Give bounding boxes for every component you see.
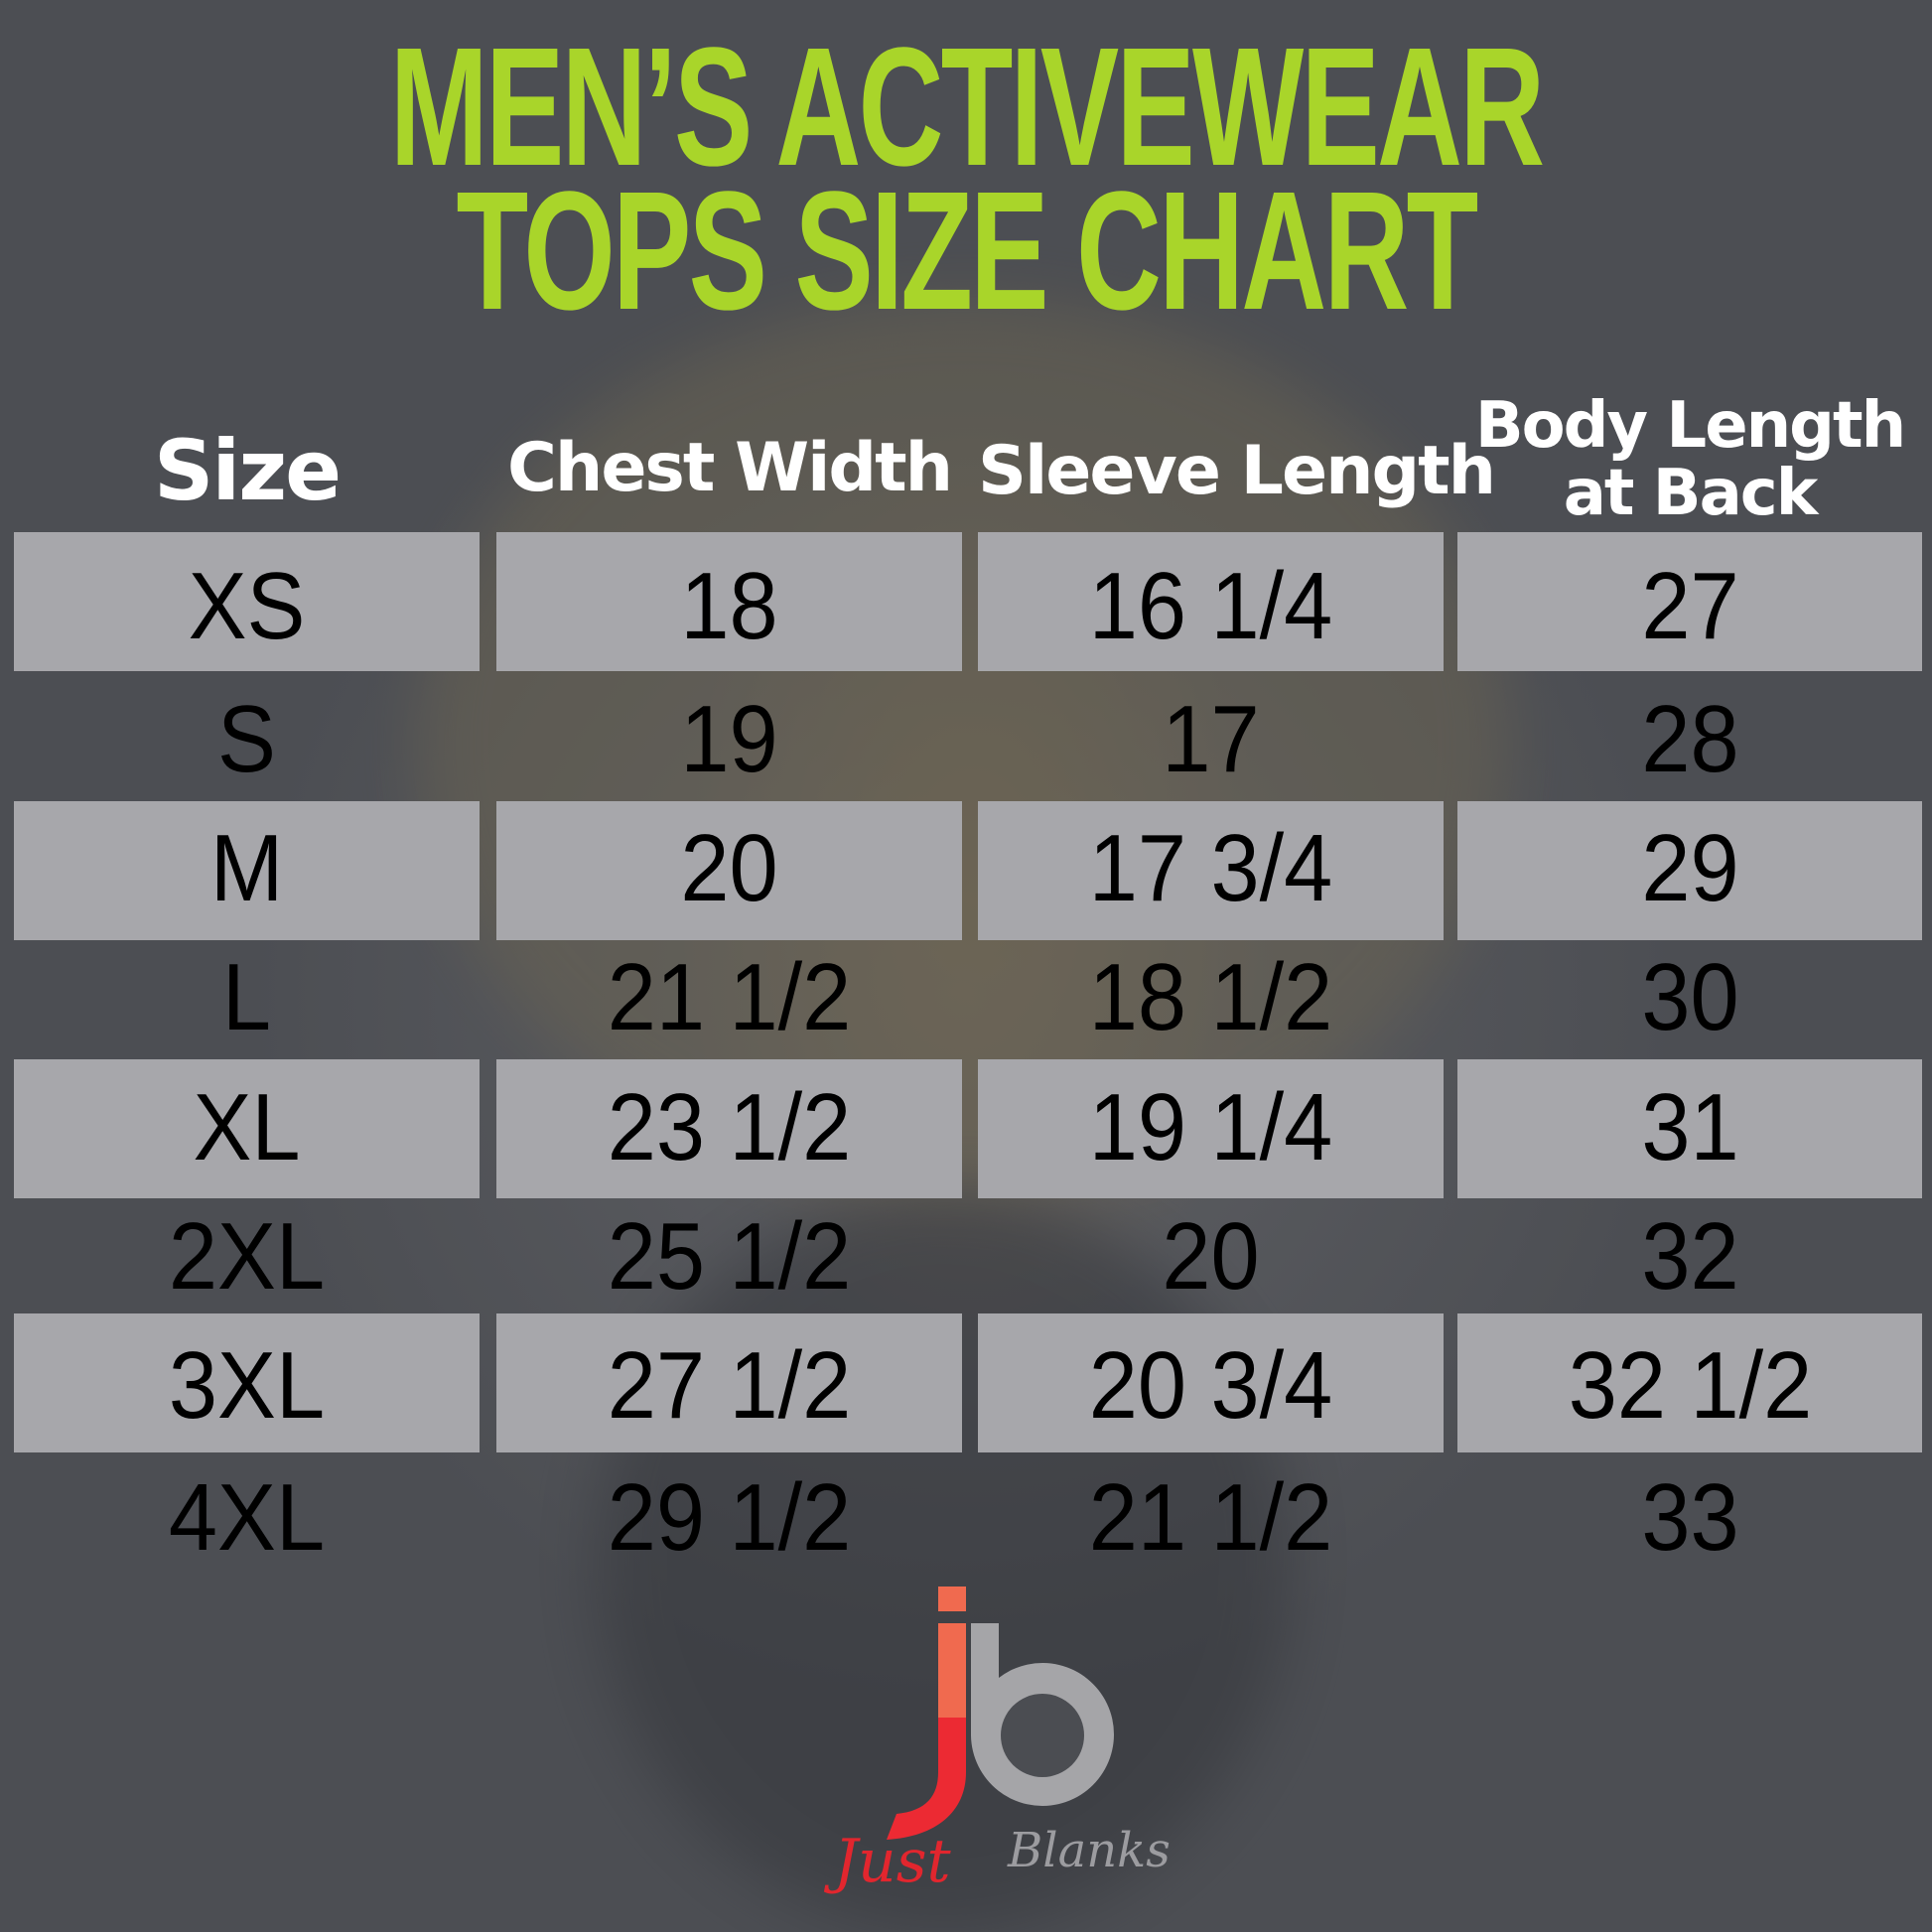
size-cell: L: [221, 944, 272, 1050]
chest-width-cell: 19: [680, 686, 778, 792]
body-length-cell: 32: [1641, 1203, 1739, 1310]
logo-text-blanks: Blanks: [1007, 1823, 1171, 1878]
body-length-cell: 32 1/2: [1568, 1332, 1813, 1439]
chest-width-cell: 21 1/2: [607, 944, 852, 1050]
sleeve-length-cell: 21 1/2: [1088, 1464, 1333, 1571]
size-cell: M: [209, 815, 284, 921]
size-cell: S: [217, 686, 276, 792]
logo-j-dot: [938, 1587, 966, 1611]
size-cell: 2XL: [168, 1203, 326, 1310]
header-sleeve-length: Sleeve Length: [978, 432, 1496, 510]
sleeve-length-cell: 17 3/4: [1088, 815, 1333, 921]
row-highlight: [496, 1059, 962, 1198]
chest-width-cell: 18: [680, 553, 778, 659]
chest-width-cell: 29 1/2: [607, 1464, 852, 1571]
row-highlight: [978, 532, 1444, 671]
size-cell: XL: [193, 1074, 301, 1180]
row-highlight: [978, 1059, 1444, 1198]
row-highlight: [496, 1313, 962, 1452]
logo-text-just: Just: [823, 1827, 951, 1896]
row-highlight: [14, 532, 480, 671]
sleeve-length-cell: 18 1/2: [1088, 944, 1333, 1050]
body-length-cell: 28: [1641, 686, 1739, 792]
row-highlight: [1457, 1059, 1922, 1198]
size-cell: XS: [188, 553, 306, 659]
header-size: Size: [153, 422, 342, 519]
sleeve-length-cell: 20 3/4: [1088, 1332, 1333, 1439]
body-length-cell: 33: [1641, 1464, 1739, 1571]
row-highlight: [14, 801, 480, 940]
body-length-cell: 29: [1641, 815, 1739, 921]
row-highlight: [978, 801, 1444, 940]
title-line-2: TOPS SIZE CHART: [456, 157, 1479, 345]
row-highlight: [1457, 532, 1922, 671]
chest-width-cell: 20: [680, 815, 778, 921]
row-highlight: [14, 1313, 480, 1452]
header-body-length: Body Length: [1474, 389, 1906, 463]
size-cell: 3XL: [168, 1332, 326, 1439]
title-line-1: MEN’S ACTIVEWEAR: [389, 13, 1545, 202]
background-figure: [417, 298, 1509, 1191]
body-length-cell: 31: [1641, 1074, 1739, 1180]
header-chest-width: Chest Width: [507, 429, 953, 507]
size-cell: 4XL: [168, 1464, 326, 1571]
sleeve-length-cell: 16 1/4: [1088, 553, 1333, 659]
header-at-back: at Back: [1563, 457, 1819, 530]
row-highlight: [1457, 801, 1922, 940]
row-highlight: [978, 1313, 1444, 1452]
sleeve-length-cell: 19 1/4: [1088, 1074, 1333, 1180]
just-blanks-logo: Just Blanks: [823, 1587, 1171, 1896]
row-highlight: [1457, 1313, 1922, 1452]
chest-width-cell: 25 1/2: [607, 1203, 852, 1310]
chest-width-cell: 27 1/2: [607, 1332, 852, 1439]
chest-width-cell: 23 1/2: [607, 1074, 852, 1180]
sleeve-length-cell: 20: [1162, 1203, 1260, 1310]
row-highlight: [496, 801, 962, 940]
row-highlight: [14, 1059, 480, 1198]
body-length-cell: 27: [1641, 553, 1739, 659]
sleeve-length-cell: 17: [1162, 686, 1260, 792]
body-length-cell: 30: [1641, 944, 1739, 1050]
row-highlight: [496, 532, 962, 671]
